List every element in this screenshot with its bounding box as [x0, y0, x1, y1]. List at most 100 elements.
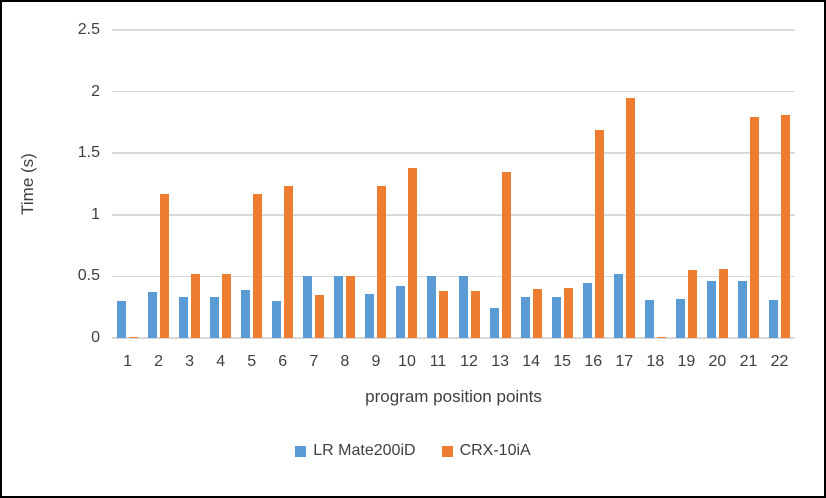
bar-crx-10ia [563, 287, 573, 338]
x-tick-label: 2 [154, 353, 164, 370]
gridline [112, 152, 795, 154]
bar-crx-10ia [594, 129, 604, 338]
bar-lr-mate200id [706, 281, 716, 338]
bar-lr-mate200id [458, 276, 468, 338]
bar-crx-10ia [129, 336, 139, 338]
bar-group [516, 30, 547, 338]
bar-group [609, 30, 640, 338]
bar-group [671, 30, 702, 338]
bar-lr-mate200id [303, 276, 313, 338]
bar-crx-10ia [749, 117, 759, 338]
bar-lr-mate200id [675, 298, 685, 338]
gridline [112, 337, 795, 339]
bar-crx-10ia [718, 269, 728, 338]
legend-swatch-orange-icon [441, 445, 453, 457]
bar-group [174, 30, 205, 338]
bar-lr-mate200id [334, 276, 344, 338]
bar-crx-10ia [687, 270, 697, 338]
y-tick-label: 2 [91, 82, 100, 100]
x-tick-label: 19 [677, 353, 696, 370]
bar-group [298, 30, 329, 338]
x-tick-label: 18 [646, 353, 665, 370]
bar-group [205, 30, 236, 338]
bar-lr-mate200id [179, 297, 189, 338]
bar-crx-10ia [470, 291, 480, 338]
legend-item-lr-mate200id: LR Mate200iD [295, 442, 416, 460]
bar-crx-10ia [532, 288, 542, 338]
y-tick-label: 2.5 [77, 21, 100, 38]
x-axis-tick-labels: 1 2 3 4 5 6 7 8 9 10 11 12 13 14 15 16 17 18 19 20 21 22 [112, 352, 795, 372]
bar-crx-10ia [781, 115, 790, 338]
bar-group [640, 30, 671, 338]
y-axis-tick-labels: 0 0.5 1 1.5 2 2.5 [2, 21, 100, 346]
x-tick-label: 1 [123, 353, 132, 370]
bar-group [547, 30, 578, 338]
bar-group [236, 30, 267, 338]
bar-group [143, 30, 174, 338]
x-tick-label: 5 [247, 353, 257, 370]
bar-crx-10ia [501, 171, 511, 338]
bar-group [360, 30, 391, 338]
bar-crx-10ia [253, 193, 263, 338]
x-tick-label: 17 [615, 353, 634, 370]
gridline [112, 275, 795, 278]
gridline [112, 29, 795, 31]
y-tick-label: 0 [91, 329, 100, 346]
bar-lr-mate200id [148, 292, 158, 338]
bar-lr-mate200id [272, 301, 282, 338]
legend-swatch-blue-icon [295, 445, 307, 457]
bar-group [578, 30, 609, 338]
bar-crx-10ia [439, 291, 449, 338]
bar-lr-mate200id [210, 297, 220, 338]
bar-lr-mate200id [582, 282, 592, 338]
x-tick-label: 6 [278, 353, 288, 370]
y-tick-label: 1.5 [77, 144, 100, 162]
bar-lr-mate200id [241, 289, 251, 338]
bar-crx-10ia [191, 273, 201, 338]
bar-crx-10ia [656, 336, 666, 338]
bar-crx-10ia [625, 97, 635, 338]
bar-lr-mate200id [644, 299, 654, 338]
gridline [112, 214, 795, 216]
bar-lr-mate200id [489, 308, 499, 338]
bar-group [329, 30, 360, 338]
bar-group [764, 30, 795, 338]
x-tick-label: 9 [371, 353, 381, 370]
bar-lr-mate200id [551, 297, 561, 338]
plot-area [112, 29, 795, 339]
bar-lr-mate200id [427, 276, 437, 338]
legend-label: LR Mate200iD [313, 442, 416, 459]
x-tick-label: 4 [216, 353, 226, 370]
bar-group [454, 30, 485, 338]
x-tick-label: 15 [553, 353, 572, 370]
x-tick-label: 22 [770, 353, 789, 370]
gridline [112, 90, 795, 93]
bar-group [702, 30, 733, 338]
bar-group [422, 30, 453, 338]
bar-group [733, 30, 764, 338]
x-tick-label: 3 [185, 353, 195, 370]
x-tick-label: 11 [429, 353, 447, 370]
bar-lr-mate200id [365, 293, 375, 338]
y-tick-label: 1 [91, 205, 100, 223]
bar-lr-mate200id [737, 281, 747, 338]
bar-group [267, 30, 298, 338]
bar-groups [112, 30, 795, 338]
bar-crx-10ia [408, 167, 418, 338]
x-axis-title: program position points [365, 387, 542, 406]
x-tick-label: 13 [491, 353, 509, 370]
bar-crx-10ia [284, 186, 294, 338]
x-tick-label: 14 [522, 353, 541, 370]
bar-lr-mate200id [769, 299, 778, 338]
bar-crx-10ia [315, 294, 325, 338]
x-tick-label: 10 [398, 353, 416, 370]
bar-lr-mate200id [520, 297, 530, 338]
bar-group [391, 30, 422, 338]
bar-crx-10ia [222, 273, 232, 338]
bar-lr-mate200id [613, 273, 623, 338]
bar-group [485, 30, 516, 338]
bar-crx-10ia [346, 276, 356, 338]
bar-group [112, 30, 143, 338]
y-tick-label: 0.5 [77, 267, 100, 285]
